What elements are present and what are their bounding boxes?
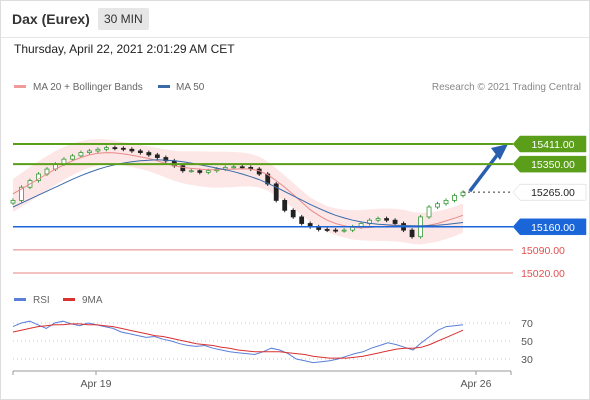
- candle-body: [95, 148, 101, 152]
- candle-body: [341, 229, 347, 232]
- candle-body: [87, 150, 92, 153]
- candle-body: [112, 147, 118, 150]
- level-value: 15411.00: [531, 139, 574, 151]
- candle-body: [129, 148, 135, 152]
- candle-body: [426, 206, 432, 218]
- candle-body: [180, 165, 186, 172]
- bollinger-band: [13, 139, 463, 245]
- rsi-ma-legend-swatch: [63, 298, 75, 301]
- interval-button[interactable]: 30 MIN: [98, 8, 149, 30]
- level-value: 15160.00: [531, 222, 575, 234]
- level-value: 15090.00: [521, 245, 565, 257]
- rsi-ma-legend-label: 9MA: [82, 295, 103, 306]
- candle-body: [197, 170, 203, 173]
- candle-body: [222, 167, 228, 170]
- candle-body: [163, 157, 169, 162]
- candle-body: [19, 186, 24, 201]
- candle-body: [78, 152, 84, 157]
- candle-body: [333, 229, 339, 232]
- x-tick-label: Apr 26: [461, 378, 492, 390]
- candle-body: [154, 154, 160, 158]
- level-tag: [512, 155, 587, 173]
- candle-body: [239, 166, 245, 169]
- candle-body: [70, 155, 75, 160]
- x-tick-label: Apr 19: [81, 378, 112, 390]
- forecast-arrowhead: [491, 144, 508, 160]
- candle-body: [273, 183, 279, 201]
- level-tag: [512, 218, 587, 236]
- rsi-tick-label: 70: [521, 318, 533, 330]
- rsi-tick-label: 30: [521, 354, 533, 366]
- candle-body: [392, 219, 398, 224]
- price-pane: [10, 139, 508, 245]
- ma50-legend-swatch: [158, 85, 170, 88]
- candle-body: [265, 173, 271, 185]
- candle-body: [324, 229, 330, 231]
- candle-body: [188, 170, 194, 173]
- candle-body: [103, 147, 109, 150]
- candle-body: [452, 195, 457, 201]
- x-axis: Apr 19 Apr 26: [12, 370, 512, 390]
- candle-body: [435, 203, 440, 208]
- ma50-legend-label: MA 50: [176, 82, 205, 93]
- candle-body: [375, 218, 381, 221]
- rsi-tick-label: 50: [521, 336, 533, 348]
- chart-datetime: Thursday, April 22, 2021 2:01:29 AM CET: [14, 42, 235, 56]
- ma50-line: [12, 159, 464, 227]
- rsi-legend-swatch: [14, 298, 26, 301]
- rsi-legend-label: RSI: [33, 295, 50, 306]
- candle-body: [10, 200, 16, 204]
- rsi-pane: 70 50 30: [12, 318, 533, 366]
- candle-body: [137, 150, 143, 153]
- level-value: 15020.00: [521, 268, 565, 280]
- chart-header: Dax (Eurex) 30 MIN: [1, 1, 589, 38]
- instrument-title: Dax (Eurex): [12, 11, 90, 27]
- candle-body: [146, 152, 152, 156]
- level-tag: [512, 183, 587, 201]
- level-tag: [512, 135, 587, 153]
- candle-body: [282, 200, 288, 211]
- credit-label: Research © 2021 Trading Central: [432, 82, 581, 93]
- candle-body: [384, 218, 389, 221]
- candle-body: [290, 209, 296, 218]
- price-levels: 15411.00 15350.00 15265.00 15160.00 15090.00…: [13, 135, 587, 280]
- level-value: 15265.00: [531, 187, 575, 199]
- candle-body: [409, 229, 415, 238]
- level-value: 15350.00: [531, 159, 575, 171]
- forecast-arrow: [468, 148, 503, 193]
- ma20-legend-swatch: [14, 85, 26, 88]
- rsi-ma-line: [12, 323, 464, 359]
- candle-body: [443, 200, 449, 205]
- candle-body: [231, 166, 237, 169]
- candle-body: [120, 147, 126, 150]
- candle-body: [299, 216, 305, 224]
- candle-body: [205, 170, 211, 173]
- rsi-line: [12, 320, 464, 364]
- ma20-legend-label: MA 20 + Bollinger Bands: [33, 82, 143, 93]
